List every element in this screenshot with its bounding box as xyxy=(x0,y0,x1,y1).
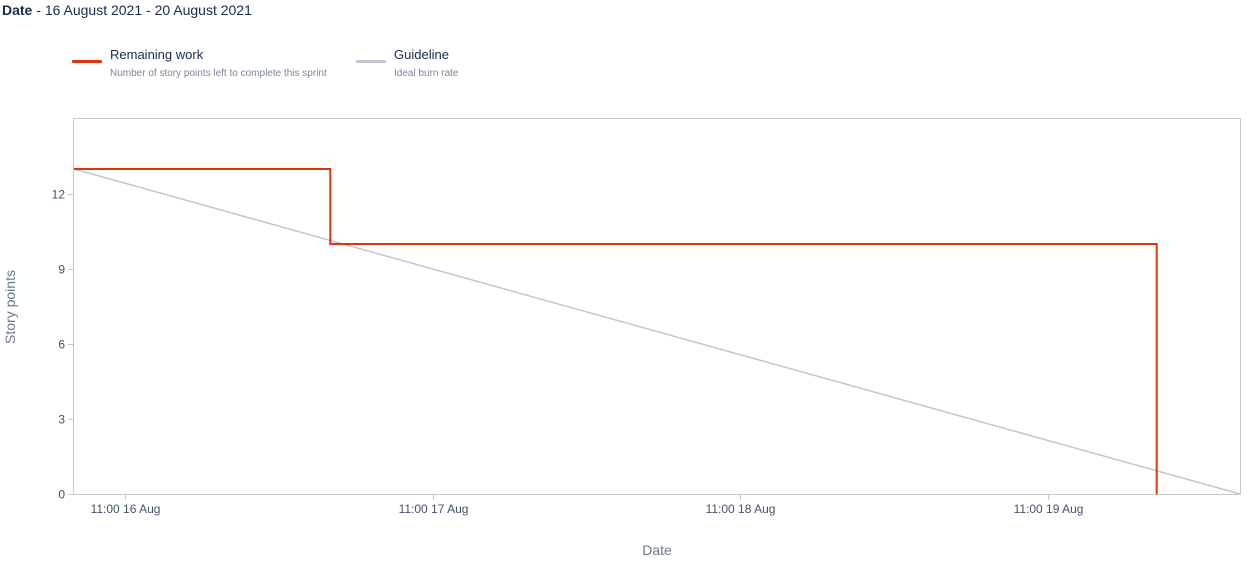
sprint-date-range: Date - 16 August 2021 - 20 August 2021 xyxy=(2,1,252,19)
date-range-value: 16 August 2021 - 20 August 2021 xyxy=(44,2,252,18)
plot-area xyxy=(73,118,1241,495)
remaining-work-swatch xyxy=(72,60,102,63)
date-range-separator: - xyxy=(32,2,45,18)
series-line-guideline[interactable] xyxy=(73,168,1241,495)
y-tick-label: 9 xyxy=(58,263,65,277)
legend-title-remaining-work: Remaining work xyxy=(110,47,204,62)
y-axis: 0 3 6 9 12 xyxy=(52,188,74,502)
y-tick-label: 3 xyxy=(58,413,65,427)
guideline-swatch xyxy=(356,60,386,63)
series-layer xyxy=(73,168,1241,495)
date-range-label: Date xyxy=(2,2,33,18)
legend-title-guideline: Guideline xyxy=(394,47,449,62)
x-tick-label: 11:00 19 Aug xyxy=(1014,502,1084,516)
y-axis-title: Story points xyxy=(2,270,18,344)
x-tick-label: 11:00 16 Aug xyxy=(91,502,161,516)
y-tick-label: 12 xyxy=(52,188,66,202)
x-tick-label: 11:00 17 Aug xyxy=(399,502,469,516)
x-axis: 11:00 16 Aug 11:00 17 Aug 11:00 18 Aug 11:0… xyxy=(91,494,1084,516)
y-tick-label: 6 xyxy=(58,338,65,352)
x-tick-label: 11:00 18 Aug xyxy=(706,502,776,516)
series-line-remaining-work[interactable] xyxy=(74,168,1158,494)
y-tick-label: 0 xyxy=(58,488,65,502)
legend-subtitle-guideline: Ideal burn rate xyxy=(394,68,459,79)
x-axis-title: Date xyxy=(642,542,672,558)
legend-subtitle-remaining-work: Number of story points left to complete … xyxy=(110,68,327,79)
chart-legend: Remaining work Number of story points le… xyxy=(0,47,600,87)
